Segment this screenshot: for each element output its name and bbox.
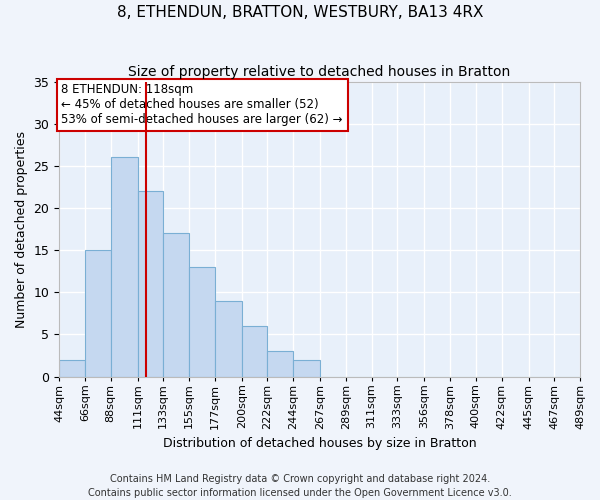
Text: 8 ETHENDUN: 118sqm
← 45% of detached houses are smaller (52)
53% of semi-detache: 8 ETHENDUN: 118sqm ← 45% of detached hou…	[61, 83, 343, 126]
Text: Contains HM Land Registry data © Crown copyright and database right 2024.
Contai: Contains HM Land Registry data © Crown c…	[88, 474, 512, 498]
Y-axis label: Number of detached properties: Number of detached properties	[15, 130, 28, 328]
Bar	[137, 191, 163, 376]
Bar	[215, 300, 242, 376]
Bar	[163, 234, 189, 376]
Title: Size of property relative to detached houses in Bratton: Size of property relative to detached ho…	[128, 65, 511, 79]
Bar	[85, 250, 110, 376]
Bar	[110, 158, 137, 376]
Bar	[293, 360, 320, 376]
Bar	[189, 267, 215, 376]
Bar	[59, 360, 85, 376]
Bar	[268, 352, 293, 376]
Bar	[242, 326, 268, 376]
Text: 8, ETHENDUN, BRATTON, WESTBURY, BA13 4RX: 8, ETHENDUN, BRATTON, WESTBURY, BA13 4RX	[117, 5, 483, 20]
X-axis label: Distribution of detached houses by size in Bratton: Distribution of detached houses by size …	[163, 437, 476, 450]
